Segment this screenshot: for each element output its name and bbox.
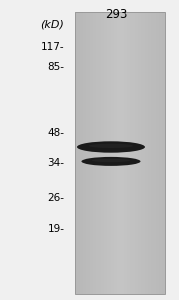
Bar (124, 12, 126, 294)
Bar (138, 12, 139, 294)
Bar (77, 12, 78, 294)
Bar (129, 12, 130, 294)
Bar (157, 12, 159, 294)
Bar (118, 12, 120, 294)
Bar (112, 12, 114, 294)
Text: 26-: 26- (47, 193, 64, 203)
Bar (99, 12, 101, 294)
Bar (107, 12, 108, 294)
Ellipse shape (77, 141, 145, 153)
Bar (117, 12, 119, 294)
Ellipse shape (89, 144, 133, 148)
Text: 117-: 117- (41, 41, 64, 52)
Bar (108, 12, 110, 294)
Text: 34-: 34- (47, 158, 64, 169)
Bar (147, 12, 148, 294)
Bar (101, 12, 102, 294)
Bar (87, 12, 89, 294)
Bar (144, 12, 146, 294)
Bar (75, 12, 165, 294)
Bar (150, 12, 151, 294)
Bar (114, 12, 116, 294)
Bar (133, 12, 135, 294)
Bar (135, 12, 137, 294)
Bar (126, 12, 128, 294)
Bar (75, 12, 77, 294)
Bar (84, 12, 86, 294)
Bar (90, 12, 92, 294)
Bar (159, 12, 160, 294)
Bar (83, 12, 84, 294)
Text: 19-: 19- (47, 224, 64, 235)
Ellipse shape (92, 159, 130, 162)
Bar (141, 12, 142, 294)
Bar (162, 12, 163, 294)
Bar (92, 12, 93, 294)
Bar (110, 12, 111, 294)
Bar (127, 12, 129, 294)
Bar (154, 12, 156, 294)
Ellipse shape (81, 157, 141, 166)
Bar (89, 12, 90, 294)
Bar (148, 12, 150, 294)
Text: (kD): (kD) (41, 20, 64, 29)
Bar (98, 12, 99, 294)
Text: 48-: 48- (47, 128, 64, 139)
Bar (96, 12, 98, 294)
Bar (123, 12, 125, 294)
Bar (78, 12, 80, 294)
Bar (102, 12, 104, 294)
Bar (120, 12, 122, 294)
Bar (139, 12, 141, 294)
Bar (111, 12, 113, 294)
Text: 85-: 85- (47, 62, 64, 73)
Bar (95, 12, 96, 294)
Bar (153, 12, 154, 294)
Bar (80, 12, 81, 294)
Bar (130, 12, 132, 294)
Bar (115, 12, 117, 294)
Text: 293: 293 (105, 8, 127, 20)
Bar (145, 12, 147, 294)
Bar (86, 12, 87, 294)
Bar (156, 12, 157, 294)
Bar (163, 12, 165, 294)
Bar (121, 12, 123, 294)
Bar (81, 12, 83, 294)
Bar (142, 12, 144, 294)
Bar (160, 12, 162, 294)
Bar (132, 12, 134, 294)
Bar (103, 12, 105, 294)
Bar (136, 12, 138, 294)
Bar (105, 12, 107, 294)
Bar (151, 12, 153, 294)
Bar (93, 12, 95, 294)
